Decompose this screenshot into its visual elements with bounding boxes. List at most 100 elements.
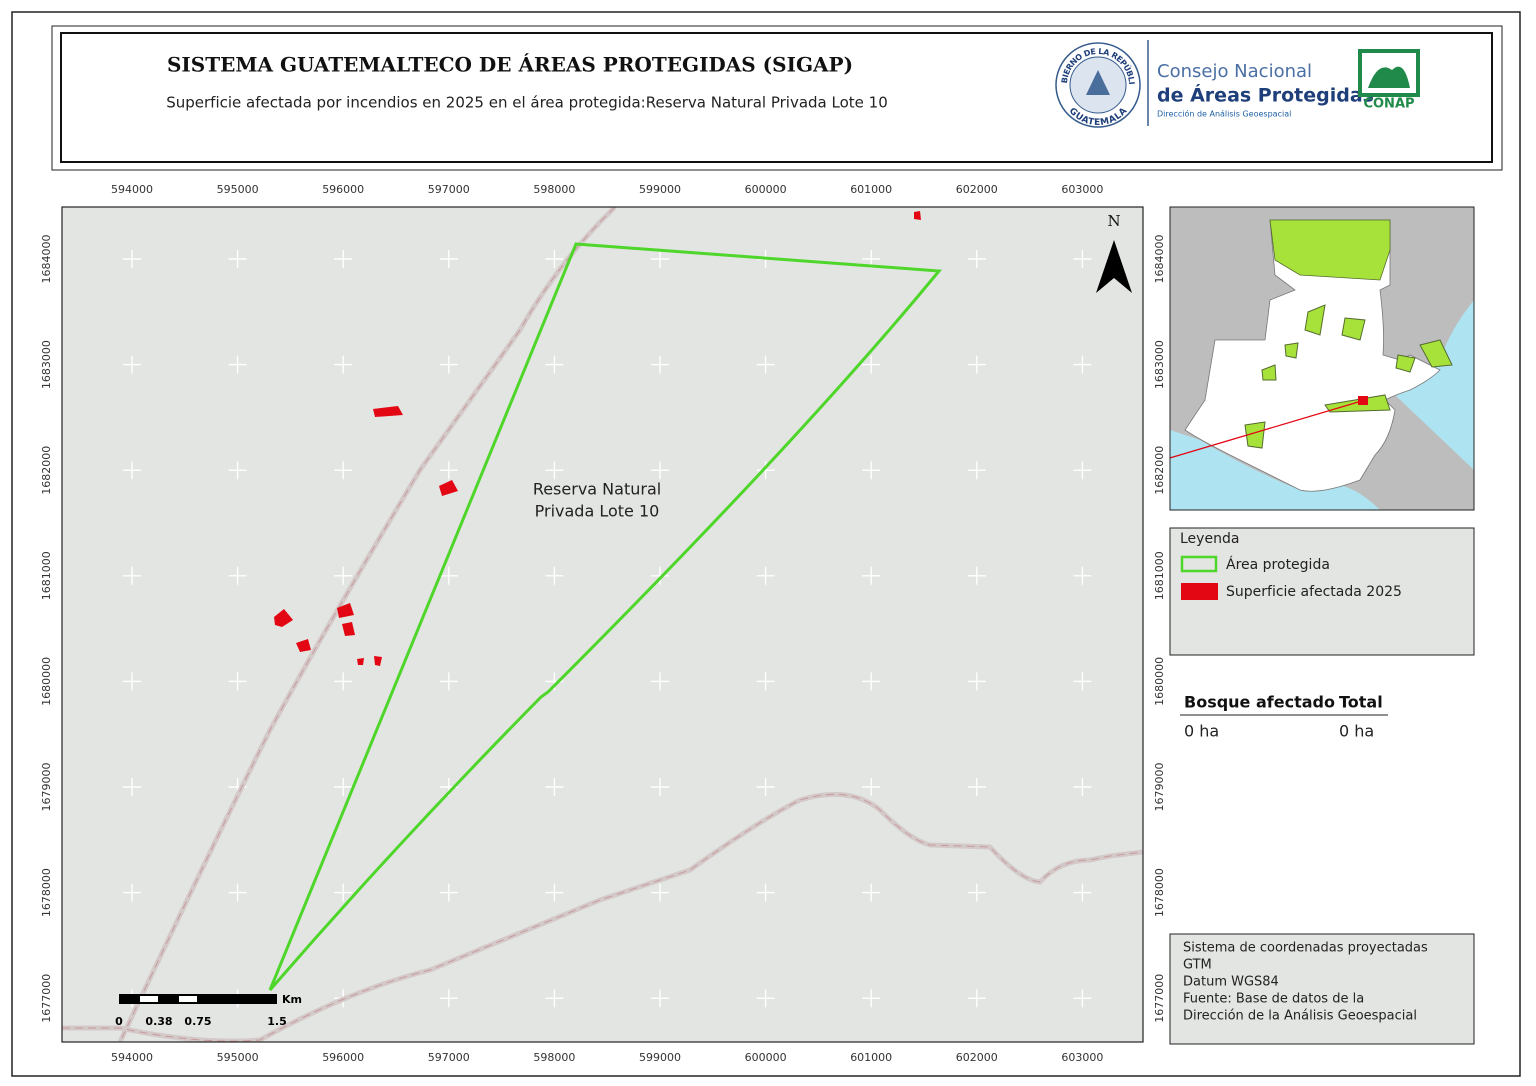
- x-tick-label: 603000: [1061, 1051, 1103, 1064]
- notes-box: [1169, 933, 1475, 1045]
- scale-label: 0.38: [145, 1015, 172, 1028]
- legend-swatch: [1181, 583, 1218, 600]
- roads: [62, 207, 1143, 1042]
- grid-cross: [1073, 672, 1092, 691]
- grid-cross: [123, 250, 141, 268]
- x-tick-label: 594000: [111, 1051, 153, 1064]
- grid-cross: [123, 672, 141, 691]
- y-tick-label: 1679000: [1153, 763, 1166, 812]
- y-tick-label: 1679000: [40, 763, 53, 812]
- x-tick-label: 601000: [850, 183, 892, 196]
- grid-cross: [228, 461, 247, 480]
- y-tick-label: 1682000: [1153, 446, 1166, 495]
- grid-cross: [756, 883, 775, 902]
- grid-cross: [545, 250, 564, 268]
- grid-cross: [334, 250, 353, 268]
- grid-cross: [439, 989, 458, 1008]
- conap-acronym: CONAP: [1363, 97, 1414, 112]
- x-tick-label: 594000: [111, 183, 153, 196]
- grid-cross: [651, 355, 669, 374]
- grid-cross: [1073, 461, 1092, 480]
- header-frame-outer: [51, 25, 1503, 171]
- grid-cross: [439, 883, 458, 902]
- y-tick-label: 1683000: [1153, 340, 1166, 389]
- x-tick-label: 598000: [533, 1051, 575, 1064]
- grid-cross: [651, 778, 669, 796]
- table-header: Bosque afectado: [1184, 693, 1335, 712]
- x-tick-label: 596000: [322, 1051, 364, 1064]
- grid-cross: [439, 566, 458, 585]
- subtitle: Superficie afectada por incendios en 202…: [166, 94, 888, 112]
- title: SISTEMA GUATEMALTECO DE ÁREAS PROTEGIDAS…: [167, 53, 853, 77]
- grid-cross: [756, 566, 775, 585]
- grid-cross: [545, 355, 564, 374]
- grid-cross: [862, 566, 881, 585]
- fire-patches: [274, 211, 921, 666]
- grid-cross: [545, 989, 564, 1008]
- inset-frame: [1169, 206, 1475, 511]
- grid-cross: [967, 989, 986, 1008]
- grid-cross: [334, 566, 353, 585]
- header-frame: [60, 32, 1493, 163]
- outer-frame: [11, 11, 1521, 1077]
- note-line: Datum WGS84: [1183, 975, 1279, 990]
- x-tick-label: 596000: [322, 183, 364, 196]
- legend-swatch: [1180, 555, 1218, 573]
- org-name-1: Consejo Nacional: [1157, 61, 1312, 82]
- grid-cross: [1073, 883, 1092, 902]
- grid-cross: [228, 566, 247, 585]
- grid-cross: [651, 461, 669, 480]
- org-name-2: de Áreas Protegidas: [1157, 84, 1374, 107]
- note-line: Dirección de la Análisis Geoespacial: [1183, 1009, 1417, 1024]
- legend-label: Superficie afectada 2025: [1226, 584, 1402, 600]
- table-cell: 0 ha: [1184, 722, 1219, 741]
- grid-cross: [967, 250, 986, 268]
- grid-cross: [1073, 250, 1092, 268]
- x-tick-label: 603000: [1061, 183, 1103, 196]
- x-tick-label: 602000: [956, 1051, 998, 1064]
- y-tick-label: 1683000: [40, 340, 53, 389]
- grid-cross: [439, 672, 458, 691]
- note-line: Fuente: Base de datos de la: [1183, 992, 1364, 1007]
- grid-cross: [967, 566, 986, 585]
- grid-cross: [862, 883, 881, 902]
- grid-cross: [651, 883, 669, 902]
- grid-cross: [967, 672, 986, 691]
- y-tick-label: 1678000: [1153, 868, 1166, 917]
- org-name-3: Dirección de Análisis Geoespacial: [1157, 109, 1291, 119]
- grid-cross: [756, 989, 775, 1008]
- conap-icon-shape: [1368, 66, 1410, 88]
- table-header: Total: [1339, 693, 1383, 712]
- grid-cross: [862, 672, 881, 691]
- grid-cross: [334, 355, 353, 374]
- grid-cross: [123, 566, 141, 585]
- grid-cross: [439, 355, 458, 374]
- legend-box: [1169, 527, 1475, 656]
- grid-cross: [756, 355, 775, 374]
- grid-cross: [967, 355, 986, 374]
- grid-cross: [651, 989, 669, 1008]
- scale-unit: Km: [282, 993, 302, 1006]
- scale-label: 1.5: [267, 1015, 287, 1028]
- area-label: Privada Lote 10: [535, 502, 660, 521]
- grid-cross: [967, 461, 986, 480]
- grid-cross: [545, 461, 564, 480]
- grid-cross: [756, 672, 775, 691]
- y-tick-label: 1682000: [40, 446, 53, 495]
- x-tick-label: 595000: [217, 1051, 259, 1064]
- map-background: [62, 207, 1143, 1042]
- grid-cross: [334, 883, 353, 902]
- legend-title: Leyenda: [1180, 531, 1239, 547]
- grid-cross: [545, 883, 564, 902]
- x-tick-label: 602000: [956, 183, 998, 196]
- x-tick-label: 601000: [850, 1051, 892, 1064]
- legend-label: Área protegida: [1226, 556, 1330, 573]
- note-line: Sistema de coordenadas proyectadas: [1183, 941, 1428, 956]
- grid-cross: [756, 461, 775, 480]
- y-tick-label: 1680000: [40, 657, 53, 706]
- grid-cross: [123, 778, 141, 796]
- grid-cross: [334, 461, 353, 480]
- grid-cross: [228, 672, 247, 691]
- grid-cross: [651, 672, 669, 691]
